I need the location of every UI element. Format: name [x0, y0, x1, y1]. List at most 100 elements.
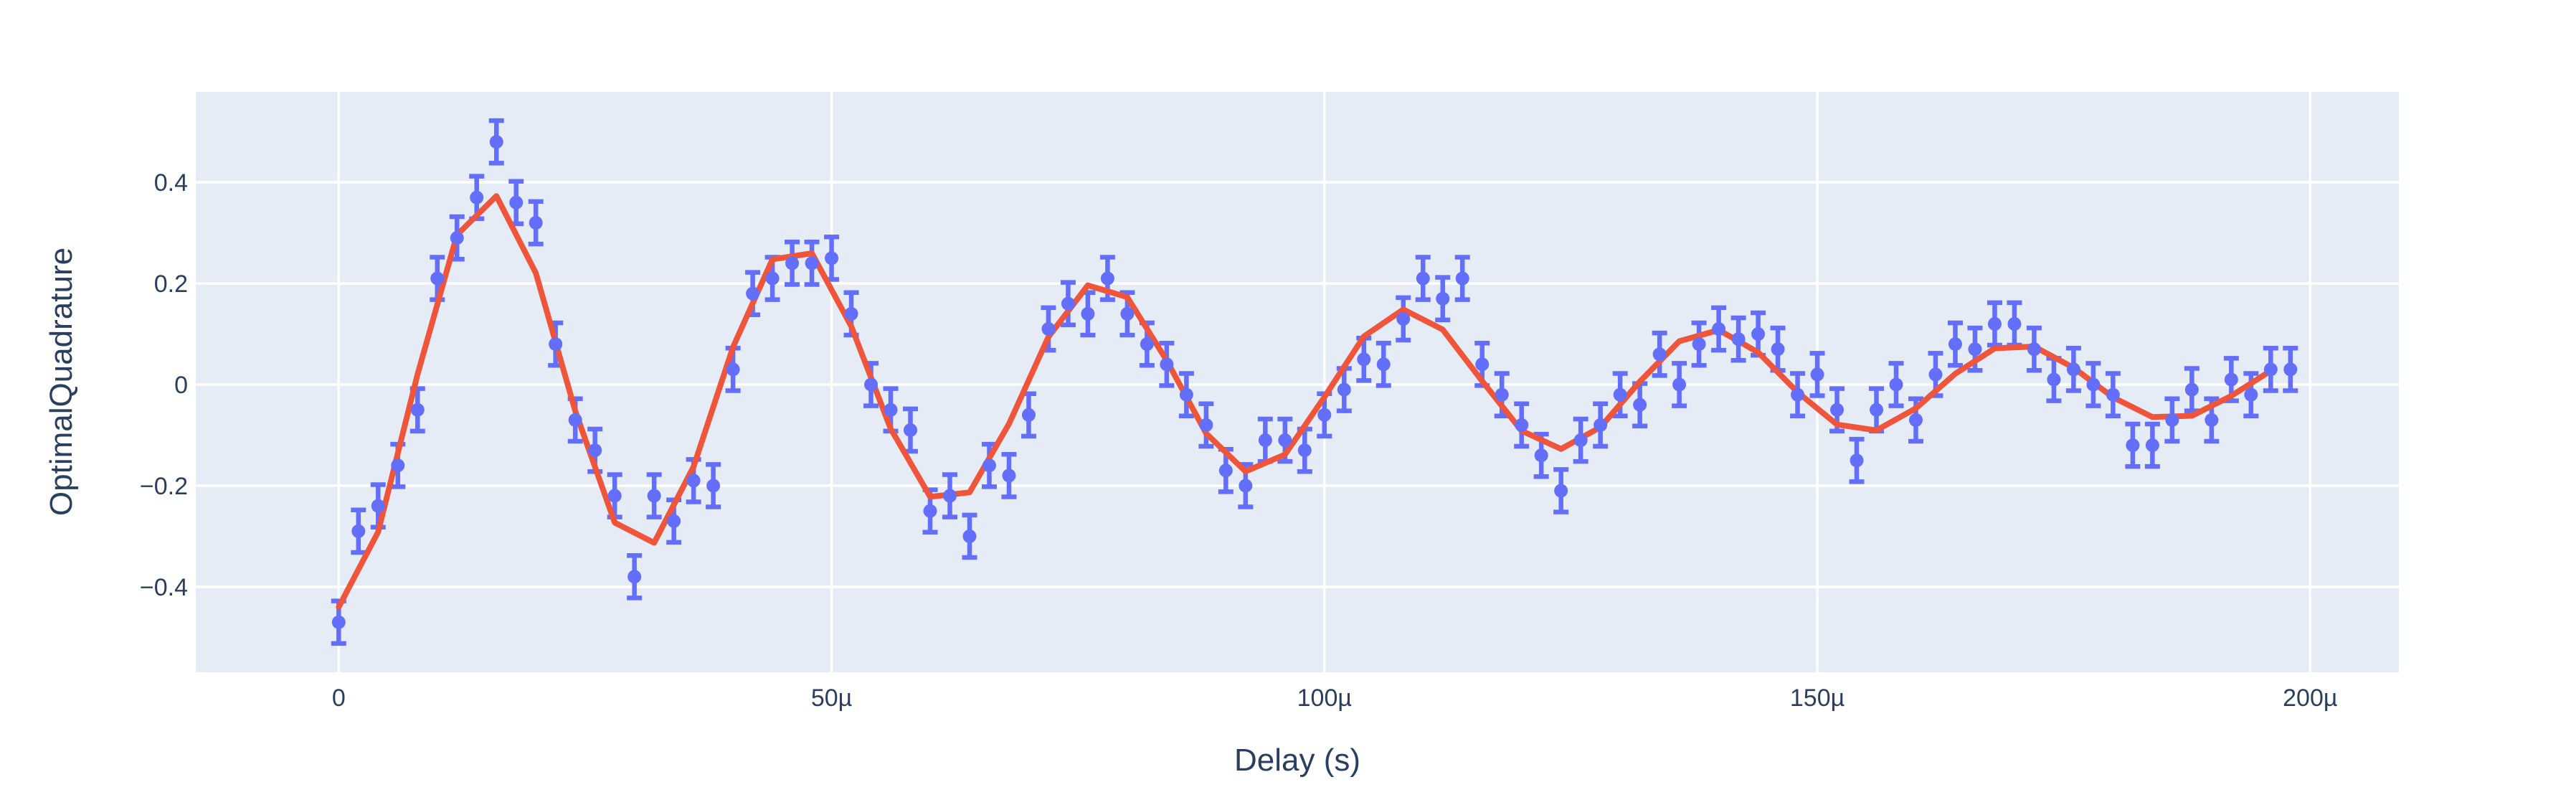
- data-point[interactable]: [1081, 306, 1095, 321]
- data-point[interactable]: [647, 489, 661, 503]
- data-point[interactable]: [2283, 362, 2298, 377]
- data-point[interactable]: [371, 499, 385, 513]
- data-point[interactable]: [726, 362, 740, 377]
- data-point[interactable]: [1436, 291, 1450, 306]
- data-point[interactable]: [2184, 382, 2199, 397]
- data-point[interactable]: [1594, 418, 1608, 432]
- data-point[interactable]: [1337, 382, 1351, 397]
- data-point[interactable]: [2263, 362, 2278, 377]
- data-point[interactable]: [825, 251, 839, 265]
- data-point[interactable]: [1850, 453, 1864, 468]
- data-point[interactable]: [1534, 448, 1548, 463]
- data-point[interactable]: [2106, 387, 2120, 402]
- data-point[interactable]: [1633, 397, 1647, 412]
- data-point[interactable]: [1416, 271, 1430, 286]
- data-point[interactable]: [1830, 403, 1845, 417]
- data-point[interactable]: [923, 504, 937, 518]
- data-point[interactable]: [2066, 362, 2080, 377]
- data-point[interactable]: [628, 570, 642, 584]
- data-point[interactable]: [1376, 357, 1391, 372]
- data-point[interactable]: [706, 479, 721, 493]
- data-point[interactable]: [1179, 387, 1193, 402]
- data-point[interactable]: [1239, 479, 1253, 493]
- data-point[interactable]: [1002, 469, 1016, 483]
- data-point[interactable]: [1475, 357, 1490, 372]
- data-point[interactable]: [1692, 337, 1706, 352]
- data-point[interactable]: [1908, 413, 1923, 427]
- data-point[interactable]: [884, 403, 898, 417]
- data-point[interactable]: [962, 529, 977, 543]
- data-point[interactable]: [2145, 438, 2159, 453]
- data-point[interactable]: [1140, 337, 1154, 352]
- data-point[interactable]: [2205, 413, 2219, 427]
- data-point[interactable]: [746, 286, 760, 301]
- data-point[interactable]: [1870, 403, 1884, 417]
- data-point[interactable]: [1751, 327, 1766, 342]
- data-point[interactable]: [2224, 372, 2238, 387]
- data-point[interactable]: [1791, 387, 1805, 402]
- data-point[interactable]: [568, 413, 582, 427]
- data-point[interactable]: [410, 403, 425, 417]
- data-point[interactable]: [2027, 342, 2041, 357]
- data-point[interactable]: [904, 423, 918, 437]
- data-point[interactable]: [1968, 342, 1982, 357]
- fit-line[interactable]: [336, 193, 2274, 611]
- data-point[interactable]: [1948, 337, 1962, 352]
- data-point[interactable]: [785, 256, 800, 270]
- data-point[interactable]: [2086, 377, 2101, 392]
- data-point[interactable]: [2126, 438, 2140, 453]
- data-point[interactable]: [351, 524, 366, 538]
- data-point[interactable]: [1554, 484, 1568, 498]
- data-point[interactable]: [588, 443, 602, 458]
- data-point[interactable]: [549, 337, 563, 352]
- data-point[interactable]: [1987, 316, 2002, 331]
- data-point[interactable]: [1021, 408, 1036, 422]
- data-point[interactable]: [1041, 322, 1056, 336]
- data-point[interactable]: [430, 271, 445, 286]
- data-point[interactable]: [1160, 357, 1174, 372]
- data-point[interactable]: [470, 190, 484, 204]
- data-point[interactable]: [450, 231, 464, 245]
- data-point[interactable]: [686, 474, 701, 488]
- data-point[interactable]: [1889, 377, 1903, 392]
- plot-area[interactable]: [196, 92, 2399, 672]
- data-point[interactable]: [2007, 316, 2022, 331]
- data-point[interactable]: [1573, 433, 1588, 448]
- data-point[interactable]: [1613, 387, 1627, 402]
- data-point[interactable]: [765, 271, 780, 286]
- data-point[interactable]: [1357, 352, 1371, 367]
- data-point[interactable]: [864, 377, 879, 392]
- data-point[interactable]: [1672, 377, 1687, 392]
- data-point[interactable]: [1258, 433, 1272, 448]
- data-point[interactable]: [1100, 271, 1114, 286]
- data-point[interactable]: [1396, 311, 1411, 326]
- data-point[interactable]: [1515, 418, 1529, 432]
- data-point[interactable]: [489, 135, 503, 149]
- data-point[interactable]: [1278, 433, 1292, 448]
- data-point[interactable]: [1712, 322, 1726, 336]
- data-point[interactable]: [2244, 387, 2258, 402]
- data-point[interactable]: [509, 195, 524, 210]
- data-point[interactable]: [1731, 332, 1746, 347]
- data-point[interactable]: [391, 458, 405, 473]
- data-point[interactable]: [2165, 413, 2179, 427]
- data-point[interactable]: [1455, 271, 1469, 286]
- data-point[interactable]: [1810, 367, 1824, 382]
- data-point[interactable]: [667, 514, 681, 528]
- data-point[interactable]: [1771, 342, 1785, 357]
- data-point[interactable]: [1928, 367, 1943, 382]
- data-point[interactable]: [331, 615, 346, 629]
- data-point[interactable]: [844, 306, 858, 321]
- data-point[interactable]: [1495, 387, 1509, 402]
- data-point[interactable]: [607, 489, 622, 503]
- data-point[interactable]: [1317, 408, 1332, 422]
- data-point[interactable]: [805, 256, 819, 270]
- data-point[interactable]: [1199, 418, 1213, 432]
- data-point[interactable]: [942, 489, 957, 503]
- data-point[interactable]: [1120, 306, 1135, 321]
- data-point[interactable]: [1652, 347, 1667, 362]
- data-point[interactable]: [2047, 372, 2061, 387]
- data-point[interactable]: [529, 216, 543, 230]
- data-point[interactable]: [1218, 463, 1233, 478]
